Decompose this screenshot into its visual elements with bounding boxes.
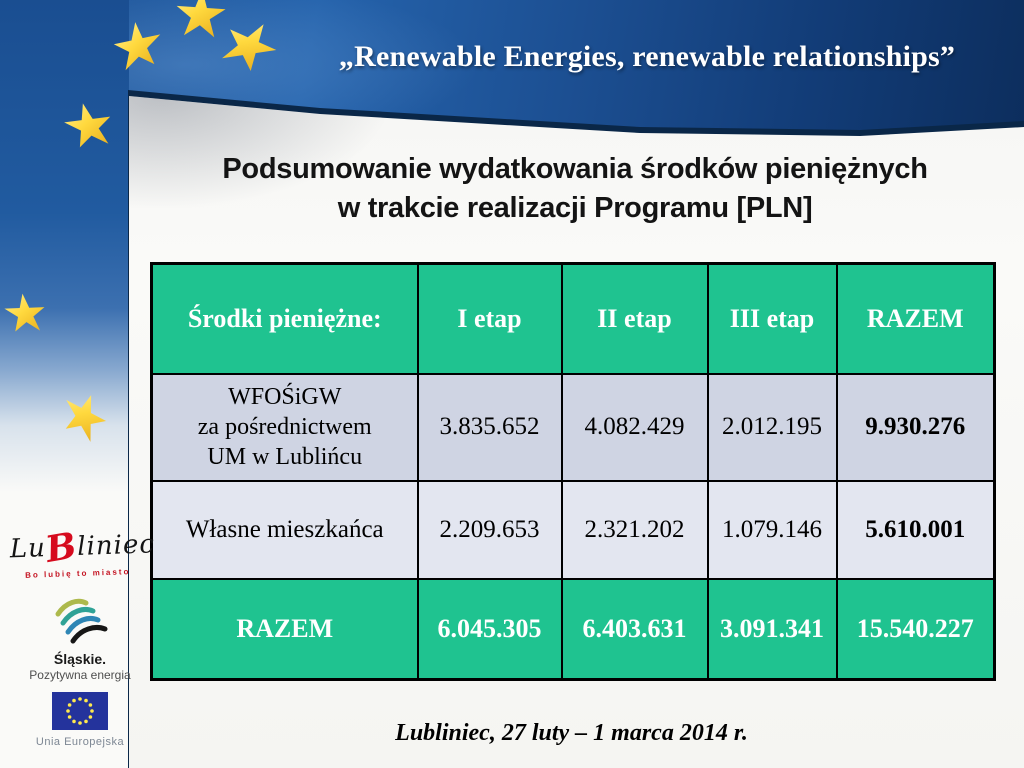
left-blue-strip <box>0 0 129 560</box>
cell-value: 6.403.631 <box>560 577 709 681</box>
header-etap-2: II etap <box>560 262 709 375</box>
header-srodki: Środki pieniężne: <box>150 262 419 375</box>
row-label: Własne mieszkańca <box>150 479 419 580</box>
slaskie-logo-tagline: Pozytywna energia <box>29 668 131 682</box>
cell-value: 2.321.202 <box>560 479 709 580</box>
cell-value: 2.209.653 <box>416 479 563 580</box>
slaskie-logo-name: Śląskie. <box>53 651 107 667</box>
lubliniec-text-liniec: liniec <box>76 529 156 562</box>
footer-date: Lubliniec, 27 luty – 1 marca 2014 r. <box>395 720 748 746</box>
summary-table: Środki pieniężne: I etap II etap III eta… <box>150 262 996 681</box>
lubliniec-logo: LuBliniec Bo lubię to miasto <box>9 524 155 581</box>
cell-value: 3.091.341 <box>706 577 838 681</box>
lubliniec-text-lu: Lu <box>9 533 47 565</box>
header-etap-3: III etap <box>706 262 838 375</box>
row-label: WFOŚiGW za pośrednictwem UM w Lublińcu <box>150 372 419 482</box>
header-etap-1: I etap <box>416 262 563 375</box>
slide-title: „Renewable Energies, renewable relations… <box>338 40 956 73</box>
slide-heading: Podsumowanie wydatkowania środków pienię… <box>140 150 1010 228</box>
cell-value: 1.079.146 <box>706 479 838 580</box>
cell-value: 6.045.305 <box>416 577 563 681</box>
cell-value: 3.835.652 <box>416 372 563 482</box>
cell-total: 9.930.276 <box>835 372 996 482</box>
eu-logo: Unia Europejska <box>28 692 132 748</box>
table-header-row: Środki pieniężne: I etap II etap III eta… <box>150 262 996 375</box>
heading-line-2: w trakcie realizacji Programu [PLN] <box>337 192 813 224</box>
lubliniec-text-b: B <box>42 524 81 571</box>
row-label: RAZEM <box>150 577 419 681</box>
cell-value: 4.082.429 <box>560 372 709 482</box>
table-row-wfosigw: WFOŚiGW za pośrednictwem UM w Lublińcu 3… <box>150 372 996 482</box>
eu-logo-label: Unia Europejska <box>35 736 125 748</box>
cell-value: 2.012.195 <box>706 372 838 482</box>
table-row-razem: RAZEM 6.045.305 6.403.631 3.091.341 15.5… <box>150 577 996 681</box>
lubliniec-logo-text: LuBliniec <box>9 524 155 571</box>
slaskie-waves-icon <box>55 598 108 644</box>
heading-line-1: Podsumowanie wydatkowania środków pienię… <box>222 153 928 185</box>
table-row-wlasne: Własne mieszkańca 2.209.653 2.321.202 1.… <box>150 479 996 580</box>
cell-total: 5.610.001 <box>835 479 996 580</box>
header-razem: RAZEM <box>835 262 996 375</box>
cell-total: 15.540.227 <box>835 577 996 681</box>
slaskie-logo: Śląskie. Pozytywna energia <box>28 594 132 682</box>
eu-flag-icon <box>52 692 108 730</box>
